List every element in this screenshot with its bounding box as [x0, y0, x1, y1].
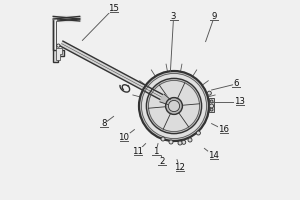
Text: 11: 11 — [132, 147, 143, 156]
Circle shape — [210, 104, 214, 108]
Circle shape — [161, 137, 165, 141]
Text: 9: 9 — [212, 12, 217, 21]
Polygon shape — [166, 98, 182, 114]
Polygon shape — [146, 78, 202, 134]
Polygon shape — [58, 19, 80, 21]
Text: 8: 8 — [101, 119, 107, 128]
Text: 2: 2 — [160, 157, 165, 166]
Polygon shape — [139, 71, 209, 141]
Text: 13: 13 — [235, 97, 245, 106]
Circle shape — [169, 140, 173, 144]
Polygon shape — [56, 21, 62, 60]
Text: 12: 12 — [174, 164, 185, 172]
Polygon shape — [53, 19, 64, 62]
Text: 6: 6 — [233, 79, 239, 88]
Circle shape — [178, 141, 182, 145]
Text: 3: 3 — [171, 12, 176, 21]
Polygon shape — [60, 41, 165, 101]
Circle shape — [168, 100, 180, 112]
Circle shape — [207, 91, 211, 95]
Text: 14: 14 — [208, 151, 219, 160]
Text: 16: 16 — [218, 125, 229, 134]
Text: 10: 10 — [118, 133, 130, 142]
Circle shape — [196, 131, 200, 135]
Polygon shape — [141, 73, 207, 139]
Polygon shape — [209, 98, 214, 112]
Circle shape — [210, 100, 213, 103]
Text: 1: 1 — [153, 148, 159, 156]
Text: 15: 15 — [108, 4, 119, 13]
Circle shape — [182, 140, 186, 144]
Circle shape — [210, 108, 213, 111]
Polygon shape — [53, 16, 80, 19]
Polygon shape — [160, 94, 170, 104]
Polygon shape — [148, 80, 200, 132]
Circle shape — [188, 138, 192, 142]
